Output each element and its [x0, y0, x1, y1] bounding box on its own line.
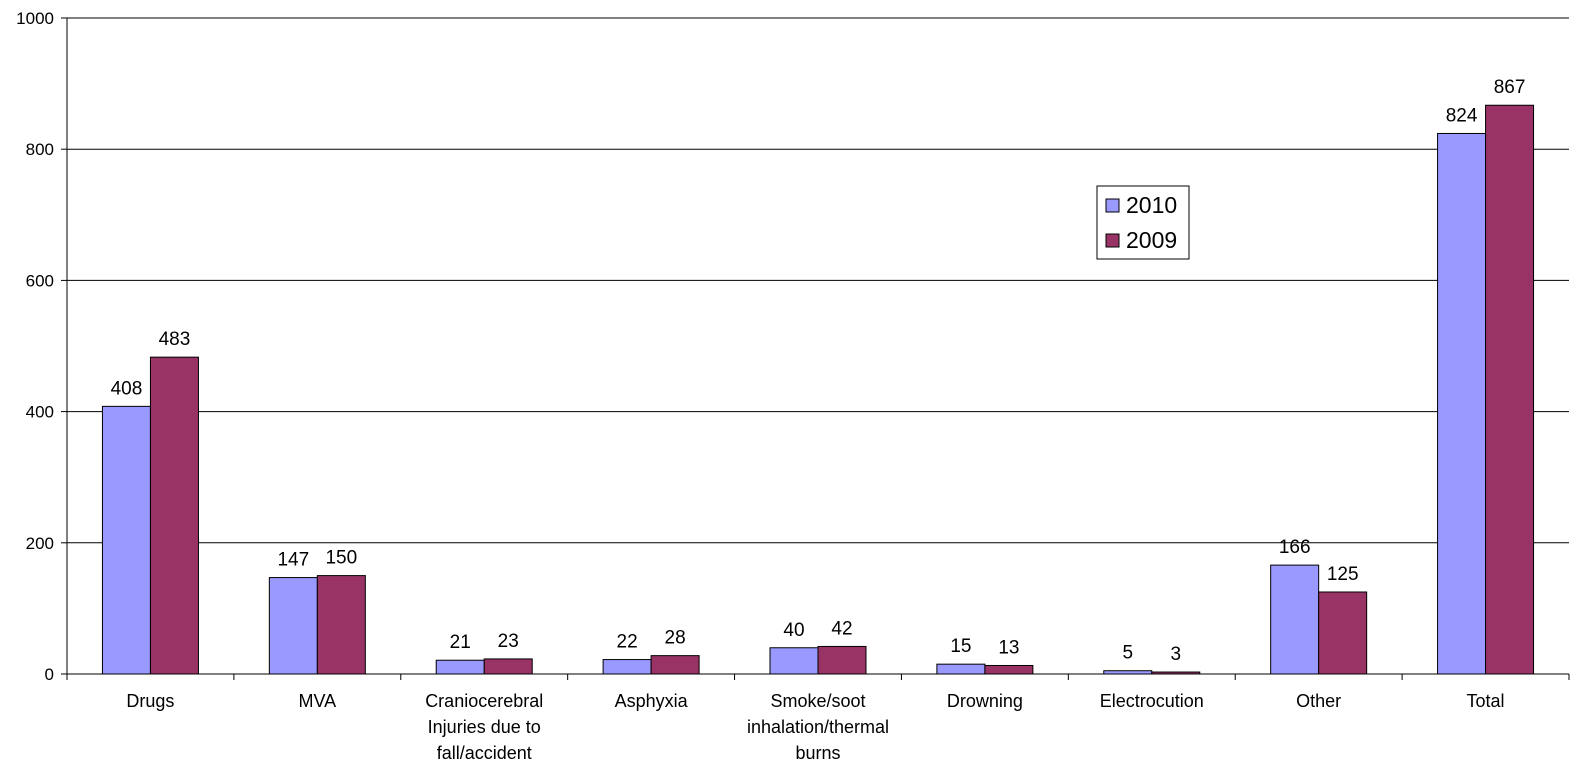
data-label: 867: [1494, 77, 1526, 98]
bar-2010-4: [769, 647, 819, 675]
data-label: 42: [831, 618, 852, 639]
data-label: 150: [325, 548, 357, 569]
category-label: burns: [795, 743, 840, 763]
y-tick-label: 600: [26, 271, 54, 290]
y-tick-label: 200: [26, 534, 54, 553]
data-label: 408: [111, 378, 143, 399]
bar-2009-7: [1318, 591, 1368, 675]
data-label: 22: [617, 632, 638, 653]
y-tick-label: 800: [26, 140, 54, 159]
bar-2010-1: [268, 577, 318, 675]
category-label: Drowning: [947, 691, 1023, 711]
bar-2010-8: [1437, 132, 1487, 675]
bars: [101, 104, 1535, 675]
data-label: 15: [950, 636, 971, 657]
data-label: 5: [1122, 643, 1133, 664]
category-label: Craniocerebral: [425, 691, 543, 711]
data-label: 21: [450, 632, 471, 653]
data-label: 28: [665, 628, 686, 649]
y-tick-label: 0: [45, 665, 54, 684]
category-label: Electrocution: [1100, 691, 1204, 711]
bar-2009-2: [483, 658, 533, 675]
bar-2009-1: [316, 575, 366, 675]
category-label: Drugs: [126, 691, 174, 711]
data-label: 3: [1170, 644, 1181, 665]
data-label: 125: [1327, 564, 1359, 585]
bar-2009-6: [1151, 671, 1201, 675]
data-labels: 408 483 147 150 21 23 22 28 40 42 15 13 5 3 166 125 824 8…: [111, 77, 1526, 665]
bar-2009-4: [817, 645, 867, 675]
bar-2010-0: [101, 405, 151, 675]
data-label: 23: [498, 631, 519, 652]
x-axis: [66, 673, 1570, 680]
bar-2010-2: [435, 659, 485, 675]
data-label: 824: [1446, 105, 1478, 126]
bar-2010-7: [1270, 564, 1320, 675]
y-axis: 0 200 400 600 800 1000: [16, 9, 68, 684]
data-label: 13: [998, 637, 1019, 658]
category-label: inhalation/thermal: [747, 717, 889, 737]
legend-label: 2010: [1126, 192, 1177, 218]
bar-2009-3: [650, 655, 700, 675]
legend: 2010 2009: [1096, 185, 1190, 260]
data-label: 40: [783, 620, 804, 641]
grid-lines: [67, 17, 1569, 544]
data-label: 147: [277, 550, 309, 571]
category-labels: Drugs MVA Craniocerebral Injuries due to fal…: [126, 691, 1504, 763]
bar-2009-0: [149, 356, 199, 675]
category-label: Asphyxia: [615, 691, 689, 711]
y-tick-label: 1000: [16, 9, 54, 28]
bar-2009-5: [984, 664, 1034, 675]
category-label: Total: [1467, 691, 1505, 711]
category-label: Injuries due to: [428, 717, 541, 737]
legend-swatch-2009: [1105, 233, 1120, 248]
category-label: Smoke/soot: [770, 691, 865, 711]
data-label: 483: [159, 329, 191, 350]
category-label: Other: [1296, 691, 1341, 711]
y-tick-label: 400: [26, 403, 54, 422]
legend-swatch-2010: [1105, 198, 1120, 213]
data-label: 166: [1279, 537, 1311, 558]
bar-2009-8: [1485, 104, 1535, 675]
bar-2010-3: [602, 659, 652, 675]
category-label: MVA: [298, 691, 336, 711]
bar-2010-5: [936, 663, 986, 675]
legend-label: 2009: [1126, 227, 1177, 253]
bar-2010-6: [1103, 670, 1153, 675]
category-label: fall/accident: [437, 743, 532, 763]
